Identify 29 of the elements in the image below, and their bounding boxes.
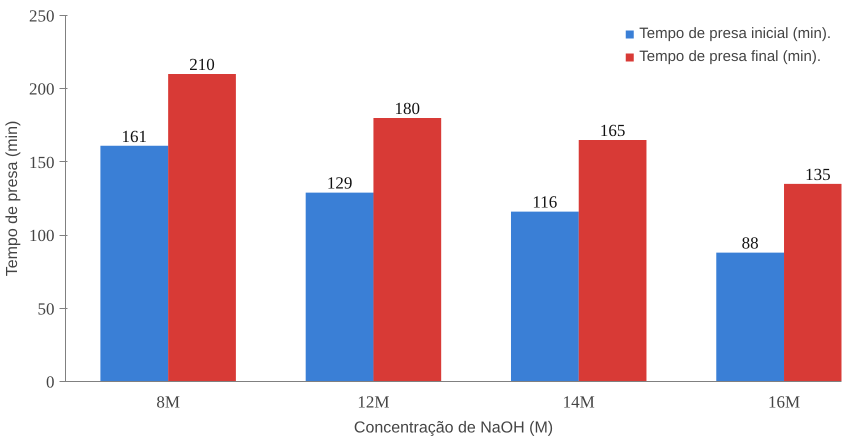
- legend-label: Tempo de presa inicial (min).: [639, 25, 831, 42]
- bar: [168, 74, 236, 382]
- data-label: 165: [600, 120, 626, 140]
- y-tick-label: 0: [46, 372, 54, 392]
- y-axis-title: Tempo de presa (min): [4, 120, 21, 276]
- y-tick-label: 50: [38, 299, 54, 318]
- bar: [373, 118, 442, 382]
- bar: [306, 192, 374, 382]
- bar: [716, 252, 784, 382]
- x-tick-label: 8M: [156, 392, 180, 412]
- data-label: 116: [532, 192, 558, 212]
- data-label: 210: [189, 55, 215, 74]
- x-tick-label: 12M: [357, 392, 390, 412]
- bar: [578, 140, 646, 382]
- x-tick-label: 14M: [562, 392, 595, 412]
- data-label: 88: [742, 234, 759, 253]
- legend-label: Tempo de presa final (min).: [639, 48, 821, 65]
- data-label: 129: [326, 174, 352, 193]
- y-tick-label: 250: [29, 6, 54, 26]
- data-label: 180: [394, 98, 420, 118]
- bar: [510, 212, 579, 382]
- data-label: 135: [805, 164, 831, 184]
- y-tick-label: 100: [29, 226, 54, 246]
- x-axis-title: Concentração de NaOH (M): [354, 420, 554, 436]
- data-label: 161: [122, 126, 148, 146]
- y-tick-label: 200: [29, 80, 54, 99]
- bar: [100, 146, 168, 382]
- x-tick-label: 16M: [768, 392, 800, 412]
- y-tick-label: 150: [29, 152, 54, 172]
